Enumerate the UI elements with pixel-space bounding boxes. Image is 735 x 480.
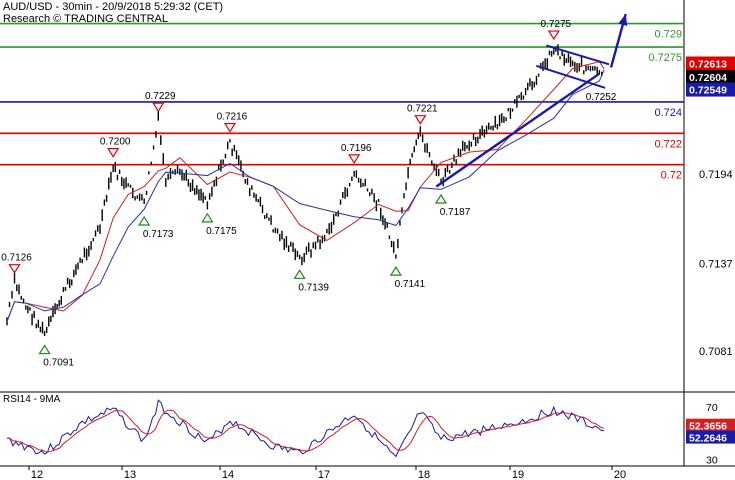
chart-source: Research © TRADING CENTRAL <box>3 13 168 25</box>
swing-low-marker <box>434 193 448 204</box>
swing-low-marker <box>201 212 214 223</box>
chart-title: AUD/USD - 30min - 20/9/2018 5:29:32 (CET… <box>3 1 224 13</box>
y-tick-label-0.7081: 0.7081 <box>699 346 733 358</box>
rsi-panel-title: RSI14 - 9MA <box>3 394 61 405</box>
rsi-line <box>7 399 605 458</box>
swing-low-label: 0.7175 <box>206 226 237 237</box>
price-label-0.72613: 0.72613 <box>689 59 727 71</box>
swing-high-label: 0.7221 <box>407 104 438 115</box>
ma-slow-line <box>6 69 605 322</box>
x-tick-label-17: 17 <box>318 469 330 480</box>
swing-low-marker <box>38 344 51 355</box>
swing-low-marker <box>293 269 306 279</box>
swing-low-label: 0.7091 <box>43 358 74 369</box>
rsi-ma-box <box>686 418 735 432</box>
x-tick-label-12: 12 <box>31 469 43 480</box>
rsi-value-box <box>686 430 735 444</box>
x-tick-label-18: 18 <box>418 469 430 480</box>
rsi-tick-label-70: 70 <box>706 402 718 414</box>
x-tick-label-13: 13 <box>124 469 136 480</box>
swing-low-marker <box>138 215 151 226</box>
price-label-0.72604: 0.72604 <box>689 72 727 84</box>
y-tick-label-0.7137: 0.7137 <box>699 258 733 270</box>
level-label-0.722: 0.722 <box>654 138 682 150</box>
swing-low-label: 0.7187 <box>440 207 471 218</box>
channel-upper-line <box>545 44 610 66</box>
swing-high-marker <box>414 115 427 125</box>
trendline <box>435 72 601 188</box>
swing-high-marker <box>348 154 361 165</box>
swing-low-label: 0.7141 <box>395 279 426 290</box>
rsi-tick-label-30: 30 <box>706 454 718 466</box>
channel-label: 0.7252 <box>586 92 617 103</box>
swing-high-label: 0.7126 <box>1 253 32 264</box>
swing-low-label: 0.7173 <box>143 229 174 240</box>
swing-high-marker <box>547 30 560 41</box>
level-label-0.72: 0.72 <box>661 170 682 182</box>
swing-high-marker <box>107 148 120 158</box>
channel-lower-line <box>535 64 606 89</box>
swing-high-label: 0.7200 <box>100 137 131 148</box>
swing-high-marker <box>223 122 237 133</box>
price-label-box-0.72549 <box>686 82 735 97</box>
swing-low-label: 0.7139 <box>298 282 329 293</box>
y-tick-label-0.7194: 0.7194 <box>699 169 733 181</box>
swing-high-marker <box>152 102 165 113</box>
rsi-ma-line <box>7 409 605 453</box>
x-tick-label-19: 19 <box>512 469 524 480</box>
swing-low-marker <box>389 266 402 276</box>
price-label-box-0.72613 <box>686 56 735 71</box>
swing-high-label: 0.7275 <box>541 19 572 30</box>
rsi-ma-value: 52.3656 <box>689 421 727 433</box>
swing-high-label: 0.7196 <box>341 143 372 154</box>
swing-high-marker <box>8 264 21 274</box>
swing-high-label: 0.7229 <box>145 91 176 102</box>
projection-arrow-head <box>618 14 628 27</box>
x-tick-label-14: 14 <box>222 469 234 480</box>
x-tick-label-20: 20 <box>614 469 626 480</box>
price-label-0.72549: 0.72549 <box>689 85 727 97</box>
level-label-0.729: 0.729 <box>654 29 682 41</box>
swing-high-label: 0.7216 <box>217 112 248 123</box>
price-label-box-0.72604 <box>686 69 735 84</box>
level-label-0.724: 0.724 <box>654 107 682 119</box>
rsi-value: 52.2646 <box>689 433 727 445</box>
level-label-0.7275: 0.7275 <box>648 52 682 64</box>
